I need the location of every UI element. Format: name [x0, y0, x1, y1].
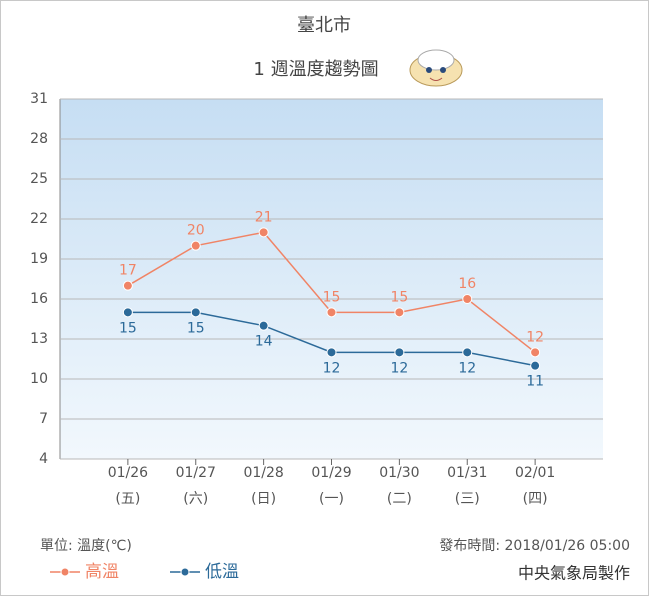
data-point [122, 307, 133, 318]
x-tick-sublabel: (三) [455, 491, 480, 507]
issue-time: 發布時間: 2018/01/26 05:00 [439, 538, 630, 554]
data-label: 20 [187, 223, 205, 239]
unit-label: 單位: 溫度(℃) [40, 538, 132, 554]
x-tick-label: 01/27 [176, 465, 216, 481]
x-tick-label: 01/28 [243, 465, 283, 481]
legend-marker [60, 567, 70, 577]
x-tick-label: 01/26 [108, 465, 148, 481]
x-tick-sublabel: (日) [251, 491, 276, 507]
x-tick-label: 01/30 [379, 465, 419, 481]
data-point [190, 307, 201, 318]
chart-title: 臺北市 [297, 15, 351, 36]
data-label: 12 [390, 360, 408, 376]
y-tick-label: 7 [39, 411, 48, 427]
x-tick-sublabel: (二) [387, 491, 412, 507]
data-point [258, 320, 269, 331]
legend-marker [180, 567, 190, 577]
x-tick-label: 02/01 [515, 465, 555, 481]
data-point [530, 360, 541, 371]
data-label: 16 [458, 276, 476, 292]
y-tick-label: 31 [30, 91, 48, 107]
legend-label: 低溫 [205, 562, 239, 582]
x-tick-label: 01/29 [311, 465, 351, 481]
data-point [258, 227, 269, 238]
x-tick-sublabel: (一) [319, 491, 344, 507]
data-point [326, 307, 337, 318]
y-tick-label: 28 [30, 131, 48, 147]
data-point [530, 347, 541, 358]
data-label: 12 [458, 360, 476, 376]
data-point [190, 240, 201, 251]
data-label: 21 [255, 209, 273, 225]
x-tick-sublabel: (四) [523, 491, 548, 507]
data-label: 14 [255, 334, 273, 350]
data-label: 12 [323, 360, 341, 376]
source: 中央氣象局製作 [518, 564, 630, 583]
y-tick-label: 22 [30, 211, 48, 227]
data-label: 11 [526, 374, 544, 390]
y-tick-label: 4 [39, 451, 48, 467]
y-tick-label: 25 [30, 171, 48, 187]
chart-subtitle: 1 週溫度趨勢圖 [253, 59, 378, 80]
y-tick-label: 13 [30, 331, 48, 347]
y-tick-label: 19 [30, 251, 48, 267]
data-label: 15 [187, 320, 205, 336]
plot-area [60, 99, 603, 459]
mascot [409, 49, 463, 87]
data-label: 15 [119, 320, 137, 336]
y-tick-label: 10 [30, 371, 48, 387]
data-label: 17 [119, 263, 137, 279]
x-tick-label: 01/31 [447, 465, 487, 481]
data-point [122, 280, 133, 291]
y-tick-label: 16 [30, 291, 48, 307]
data-point [394, 307, 405, 318]
data-point [462, 294, 473, 304]
x-tick-sublabel: (六) [183, 491, 208, 507]
data-point [394, 347, 405, 358]
data-label: 15 [390, 289, 408, 305]
legend-label: 高溫 [85, 562, 119, 582]
data-label: 12 [526, 329, 544, 345]
data-label: 15 [323, 289, 341, 305]
data-point [326, 347, 337, 358]
x-tick-sublabel: (五) [115, 491, 140, 507]
data-point [462, 347, 473, 358]
